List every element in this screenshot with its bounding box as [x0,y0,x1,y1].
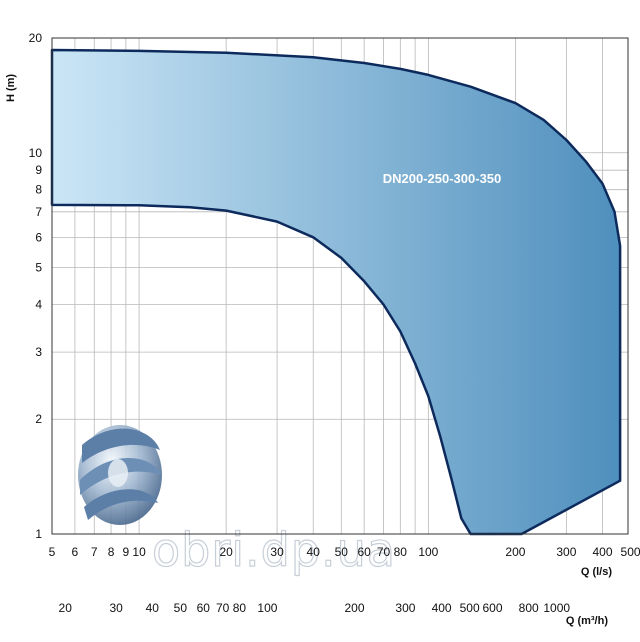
x-tick-label: 40 [307,545,321,559]
x-tick-label: 200 [505,545,525,559]
x-tick-label: 100 [418,545,438,559]
x2-tick-label: 300 [395,601,415,615]
x-tick-label: 400 [592,545,612,559]
x-tick-label: 80 [394,545,408,559]
y-tick-label: 7 [35,205,42,219]
y-tick-label: 2 [35,412,42,426]
y-tick-label: 6 [35,230,42,244]
x-tick-label: 60 [357,545,371,559]
y-tick-label: 20 [29,31,43,45]
y-tick-label: 3 [35,345,42,359]
watermark: obri.dp.ua [152,523,396,577]
x2-tick-label: 70 [216,601,230,615]
x2-tick-label: 30 [109,601,123,615]
x2-tick-label: 60 [197,601,211,615]
x-tick-label: 300 [556,545,576,559]
x2-tick-label: 800 [519,601,539,615]
y-tick-label: 9 [35,163,42,177]
plot-frame [51,37,629,535]
x-tick-label: 70 [377,545,391,559]
x2-tick-label: 600 [483,601,503,615]
x-tick-label: 7 [91,545,98,559]
y-tick-label: 5 [35,261,42,275]
x-axis-title: Q (l/s) [581,566,613,578]
y-tick-label: 4 [35,297,42,311]
y-tick-label: 8 [35,183,42,197]
x-tick-label: 50 [335,545,349,559]
x-tick-label: 500 [621,545,640,559]
x2-tick-label: 100 [257,601,277,615]
x2-tick-label: 1000 [543,601,570,615]
x2-tick-label: 20 [59,601,73,615]
tick-labels: 5 6 7 8 9 10 20 30 40 50 60 70 80 100 200 300 400 5001234… [29,31,640,615]
x2-tick-label: 80 [233,601,247,615]
x2-axis-title: Q (m³/h) [566,615,608,627]
x-tick-label: 5 [49,545,56,559]
y-tick-label: 1 [35,527,42,541]
x-tick-label: 20 [219,545,233,559]
x2-tick-label: 200 [344,601,364,615]
x2-tick-label: 50 [174,601,188,615]
x-tick-label: 10 [132,545,146,559]
x2-tick-label: 400 [432,601,452,615]
x-tick-label: 30 [270,545,284,559]
x-tick-label: 6 [72,545,79,559]
x-tick-label: 8 [108,545,115,559]
y-axis-title: H (m) [5,74,17,102]
region-label: DN200-250-300-350 [383,171,502,186]
x-tick-label: 9 [122,545,129,559]
y-tick-label: 10 [29,146,43,160]
impeller-image [78,425,162,525]
x2-tick-label: 40 [146,601,160,615]
x2-tick-label: 500 [460,601,480,615]
